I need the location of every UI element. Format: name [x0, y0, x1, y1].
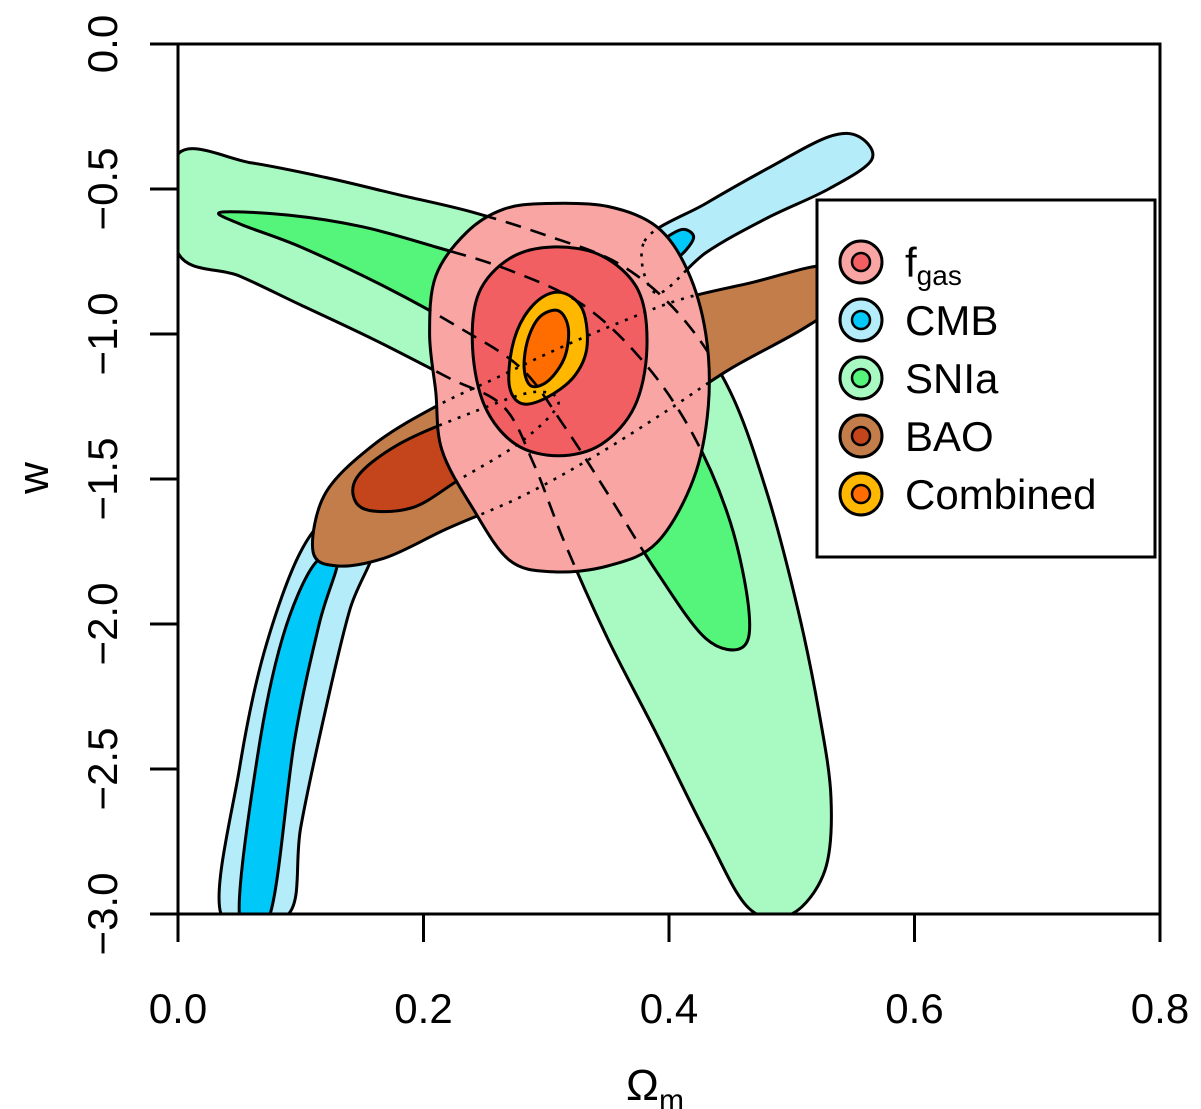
x-tick-label: 0.6	[885, 985, 943, 1032]
legend: fgas CMB SNIa BAO Combined	[815, 198, 1157, 559]
y-tick-label: −1.0	[79, 293, 126, 376]
legend-label: fgas	[905, 239, 962, 291]
y-tick-label: −2.5	[79, 728, 126, 811]
overlay-lines	[429, 203, 710, 573]
x-tick-label: 0.0	[149, 985, 207, 1032]
x-tick-label: 0.2	[394, 985, 452, 1032]
legend-label: BAO	[905, 413, 994, 460]
bao-inner-dotted-overlay	[429, 390, 560, 513]
legend-swatch-inner	[850, 425, 872, 447]
legend-swatch-inner	[850, 367, 872, 389]
x-axis-title: Ωm	[626, 1061, 684, 1109]
legend-swatch-inner	[850, 309, 872, 331]
y-tick-label: 0.0	[79, 15, 126, 73]
contour-layer	[178, 131, 875, 914]
x-tick-label: 0.4	[640, 985, 698, 1032]
legend-swatch-inner	[850, 251, 872, 273]
y-axis: 0.0 −0.5 −1.0 −1.5 −2.0 −2.5 −3.0	[79, 15, 178, 956]
y-tick-label: −2.0	[79, 583, 126, 666]
y-tick-label: −1.5	[79, 438, 126, 521]
y-axis-title: w	[9, 462, 58, 495]
legend-label: SNIa	[905, 355, 999, 402]
snia-inner-dashed-overlay	[429, 210, 710, 573]
legend-swatch-inner	[850, 483, 872, 505]
fgas-overlay-group	[429, 203, 710, 573]
combined-inner-contour	[522, 308, 571, 389]
x-axis: 0.0 0.2 0.4 0.6 0.8	[149, 914, 1189, 1032]
legend-label: CMB	[905, 297, 998, 344]
legend-label: Combined	[905, 471, 1096, 518]
x-tick-label: 0.8	[1131, 985, 1189, 1032]
y-tick-label: −3.0	[79, 873, 126, 956]
y-tick-label: −0.5	[79, 148, 126, 231]
